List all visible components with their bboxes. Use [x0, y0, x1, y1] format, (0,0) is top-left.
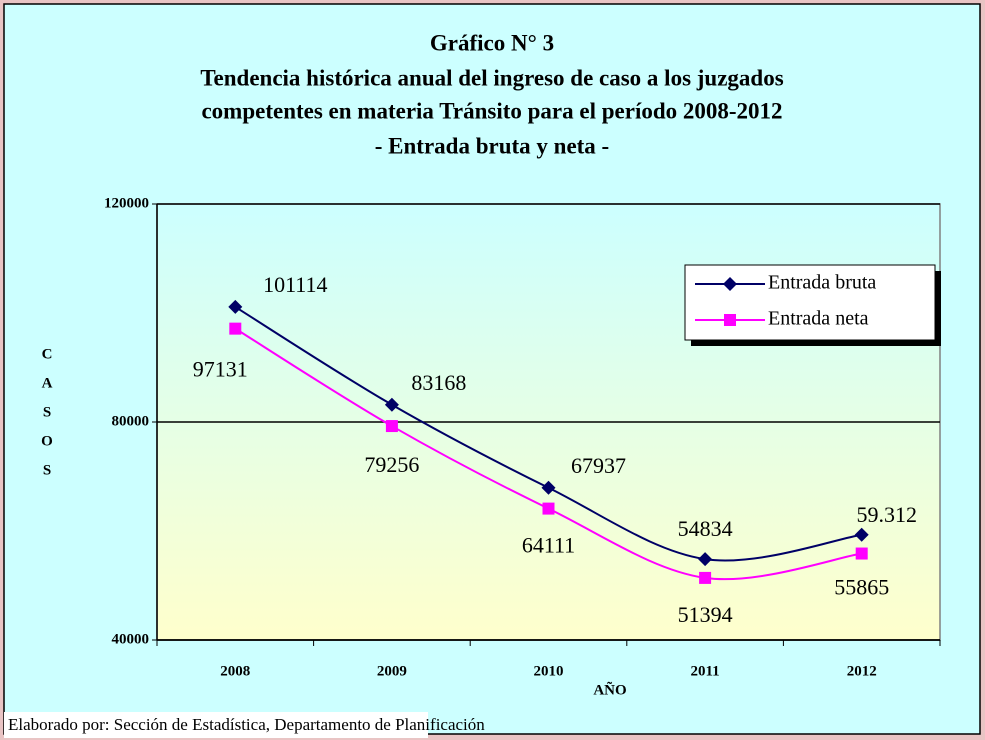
marker: [855, 547, 868, 560]
marker: [724, 314, 736, 326]
y-axis-label: C: [42, 346, 53, 362]
y-tick-label: 80000: [112, 413, 150, 429]
y-axis-label: S: [43, 462, 51, 478]
data-label: 101114: [263, 272, 327, 297]
marker: [854, 527, 869, 542]
marker: [698, 552, 713, 567]
footer: Elaborado por: Sección de Estadística, D…: [8, 715, 485, 734]
x-tick-label: 2010: [534, 663, 564, 679]
legend: [684, 264, 936, 341]
legend-label: Entrada neta: [768, 308, 869, 330]
legend-label: Entrada bruta: [768, 272, 876, 294]
data-label: 67937: [571, 453, 626, 478]
data-label: 59.312: [856, 502, 917, 527]
data-label: 97131: [193, 357, 248, 382]
marker: [384, 397, 399, 412]
y-tick-label: 120000: [104, 195, 149, 211]
x-tick-label: 2011: [691, 663, 720, 679]
data-label: 54834: [678, 516, 733, 541]
y-tick-label: 40000: [112, 631, 150, 647]
chart-title: - Entrada bruta y neta -: [375, 133, 609, 158]
marker: [385, 420, 398, 433]
chart-title: Gráfico N° 3: [430, 30, 554, 55]
data-label: 51394: [678, 602, 733, 627]
x-tick-label: 2012: [847, 663, 877, 679]
marker: [229, 322, 242, 335]
x-tick-label: 2009: [377, 663, 407, 679]
chart-title: competentes en materia Tránsito para el …: [201, 98, 782, 123]
chart-title: Tendencia histórica anual del ingreso de…: [200, 65, 783, 90]
x-axis-label: AÑO: [593, 680, 626, 698]
marker: [541, 480, 556, 495]
marker: [542, 502, 555, 515]
marker: [699, 571, 712, 584]
y-axis-label: S: [43, 404, 51, 420]
y-axis-label: O: [41, 433, 53, 449]
footer-bg: [4, 712, 428, 738]
data-label: 64111: [522, 533, 575, 558]
y-axis-label: A: [42, 375, 53, 391]
marker: [723, 277, 737, 291]
x-tick-label: 2008: [220, 663, 250, 679]
data-label: 83168: [411, 370, 466, 395]
marker: [228, 299, 243, 314]
data-label: 79256: [364, 452, 419, 477]
data-label: 55865: [834, 575, 889, 600]
